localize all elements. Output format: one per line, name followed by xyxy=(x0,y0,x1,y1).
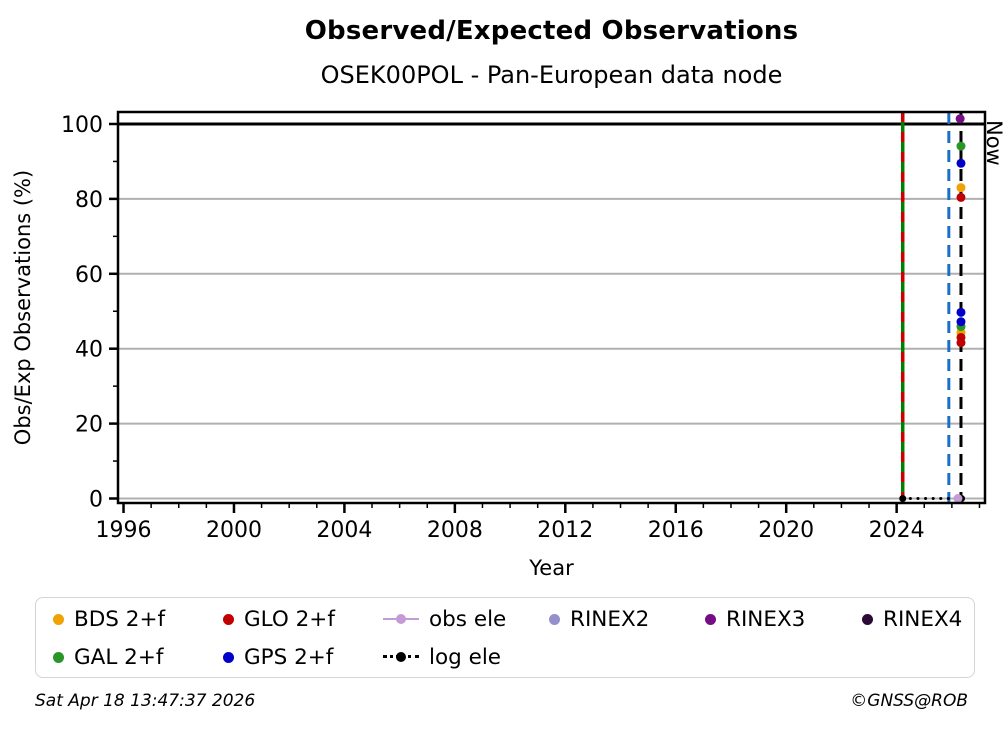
plot-timestamp: Sat Apr 18 13:47:37 2026 xyxy=(35,691,256,711)
legend-item-gal: GAL 2+f xyxy=(53,640,163,674)
legend-item-bds: BDS 2+f xyxy=(53,602,165,636)
legend-label: obs ele xyxy=(429,606,507,632)
legend-item-obs-ele: obs ele xyxy=(383,602,506,636)
series-glo-2-f xyxy=(956,192,966,348)
legend-label: GLO 2+f xyxy=(244,606,335,632)
x-axis-label: Year xyxy=(528,556,574,580)
rinex3-marker-icon xyxy=(705,613,716,625)
bds-marker-icon xyxy=(53,613,64,625)
series-rinex3 xyxy=(955,114,965,124)
gridlines xyxy=(118,197,985,500)
svg-text:2008: 2008 xyxy=(427,518,483,543)
svg-text:60: 60 xyxy=(75,263,103,288)
svg-text:2004: 2004 xyxy=(316,518,372,543)
svg-text:2020: 2020 xyxy=(758,518,814,543)
log-ele-marker-icon xyxy=(383,651,419,663)
legend-item-glo: GLO 2+f xyxy=(223,602,335,636)
chart-title: Observed/Expected Observations xyxy=(304,16,799,46)
observations-chart: Now 1996 2000 2004 2008 2012 2016 2020 2024 0 20 40… xyxy=(11,110,1006,580)
svg-text:1996: 1996 xyxy=(96,518,152,543)
svg-text:0: 0 xyxy=(89,488,103,513)
series-gps-2-f xyxy=(956,158,966,327)
y-axis-label: Obs/Exp Observations (%) xyxy=(11,170,35,445)
legend-label: GPS 2+f xyxy=(244,644,334,670)
rinex2-marker-icon xyxy=(549,613,560,625)
legend-item-rinex2: RINEX2 xyxy=(549,602,649,636)
svg-text:80: 80 xyxy=(75,188,103,213)
legend-item-gps: GPS 2+f xyxy=(223,640,333,674)
legend-item-rinex3: RINEX3 xyxy=(705,602,805,636)
axes-frame xyxy=(116,110,987,505)
copyright-credit: ©GNSS@ROB xyxy=(850,691,968,711)
event-vlines: Now xyxy=(900,112,1006,503)
chart-subtitle: OSEK00POL - Pan-European data node xyxy=(320,61,783,89)
svg-text:2012: 2012 xyxy=(537,518,593,543)
legend-item-rinex4: RINEX4 xyxy=(862,602,962,636)
legend-label: RINEX3 xyxy=(726,606,806,632)
legend-label: GAL 2+f xyxy=(74,644,164,670)
glo-marker-icon xyxy=(223,613,234,625)
legend-label: RINEX2 xyxy=(570,606,650,632)
svg-text:40: 40 xyxy=(75,338,103,363)
rinex4-marker-icon xyxy=(862,613,873,625)
legend-item-log-ele: log ele xyxy=(383,640,501,674)
chart-legend: BDS 2+f GLO 2+f obs ele RINEX2 RINEX3 RI… xyxy=(35,597,975,678)
svg-text:2024: 2024 xyxy=(869,518,925,543)
svg-text:2016: 2016 xyxy=(648,518,704,543)
legend-label: BDS 2+f xyxy=(74,606,166,632)
x-axis-ticks: 1996 2000 2004 2008 2012 2016 2020 2024 xyxy=(96,503,981,543)
gal-marker-icon xyxy=(53,651,64,663)
legend-label: log ele xyxy=(429,644,502,670)
legend-label: RINEX4 xyxy=(883,606,963,632)
gps-marker-icon xyxy=(223,651,234,663)
obs-ele-marker-icon xyxy=(383,613,419,625)
svg-text:2000: 2000 xyxy=(206,518,262,543)
svg-text:100: 100 xyxy=(61,113,103,138)
series-obs-ele xyxy=(953,494,963,504)
y-axis-ticks: 0 20 40 60 80 100 xyxy=(61,113,118,513)
svg-text:20: 20 xyxy=(75,413,103,438)
